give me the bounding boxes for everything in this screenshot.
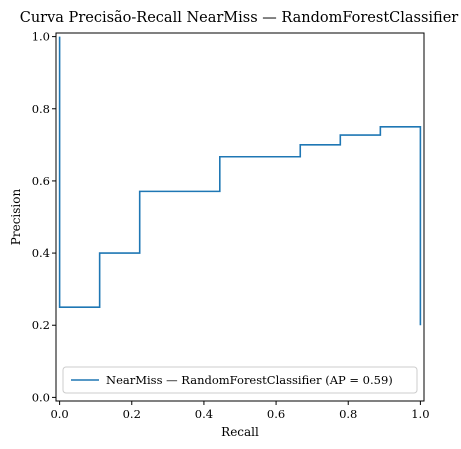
- axes-frame: [55, 32, 425, 402]
- legend-box: [62, 366, 418, 394]
- x-tick-label: 1.0: [411, 407, 429, 421]
- x-tick-label: 0.4: [195, 407, 213, 421]
- y-tick-label: 0.8: [32, 102, 50, 116]
- legend: NearMiss — RandomForestClassifier (AP = …: [62, 366, 418, 394]
- x-axis-label: Recall: [221, 425, 259, 439]
- y-tick-label: 1.0: [32, 30, 50, 44]
- y-tick-label: 0.6: [32, 174, 50, 188]
- x-tick-label: 0.6: [267, 407, 285, 421]
- y-tick-label: 0.4: [32, 246, 50, 260]
- x-tick-label: 0.2: [123, 407, 141, 421]
- chart-title: Curva Precisão-Recall NearMiss — RandomF…: [20, 10, 459, 26]
- legend-entry-label: NearMiss — RandomForestClassifier (AP = …: [106, 373, 393, 387]
- plot-area: 0.0 0.2 0.4 0.6 0.8 1.0 0.0 0.2 0.4 0.6 0.8 1.0: [32, 30, 430, 421]
- x-axis-ticks: 0.0 0.2 0.4 0.6 0.8 1.0: [50, 401, 430, 421]
- y-tick-label: 0.0: [32, 390, 50, 404]
- precision-recall-curve: [58, 36, 422, 326]
- y-tick-label: 0.2: [32, 318, 50, 332]
- y-axis-ticks: 0.0 0.2 0.4 0.6 0.8 1.0: [32, 30, 56, 404]
- y-axis-label: Precision: [9, 189, 23, 246]
- x-tick-label: 0.0: [50, 407, 68, 421]
- series-layer: [58, 36, 422, 326]
- x-tick-label: 0.8: [339, 407, 357, 421]
